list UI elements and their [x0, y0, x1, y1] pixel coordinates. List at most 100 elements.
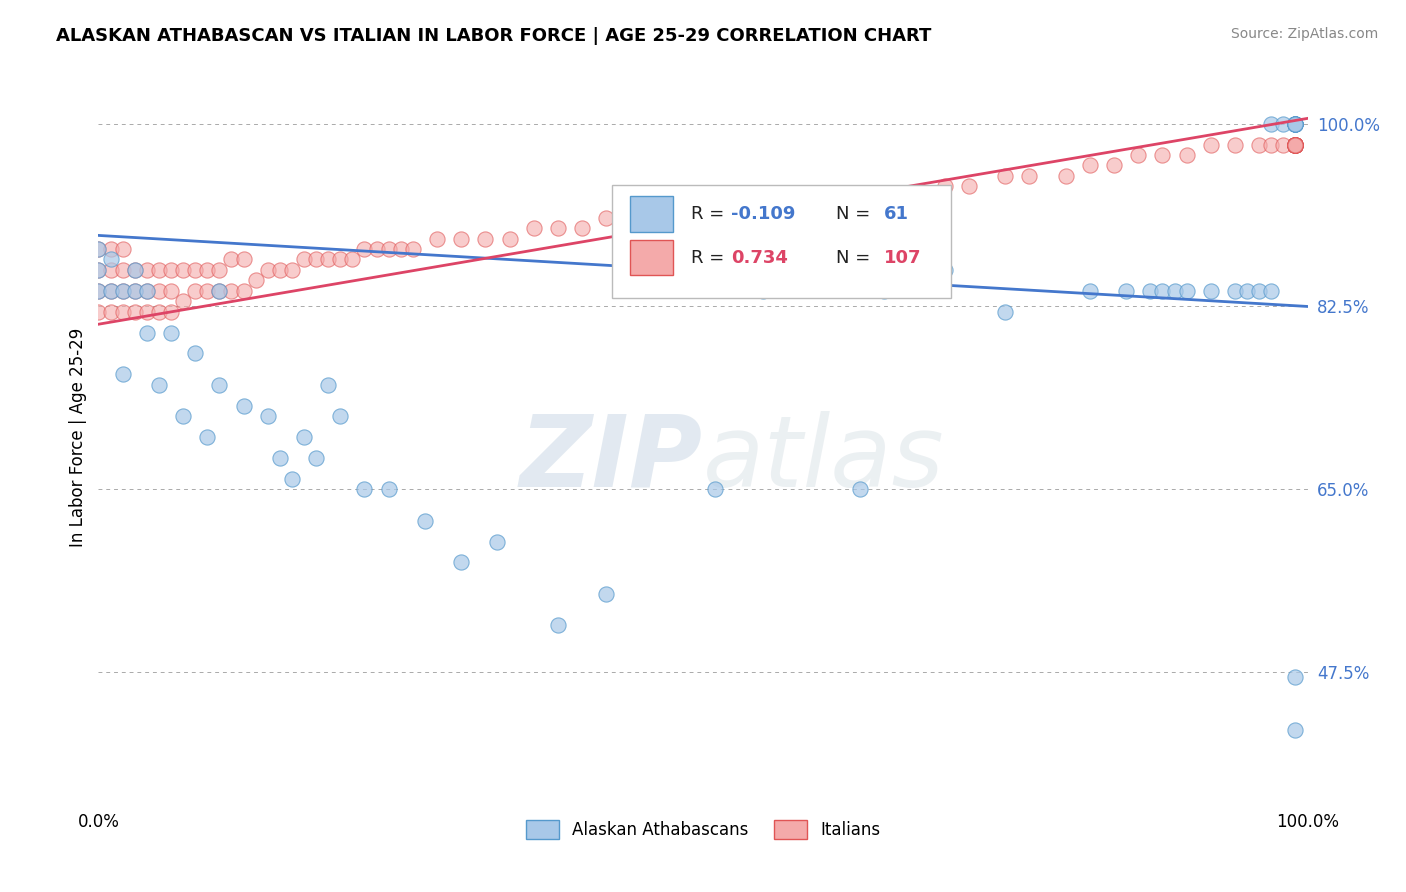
Point	[1175, 148, 1198, 162]
Point	[353, 242, 375, 256]
Point	[1284, 137, 1306, 152]
Point	[184, 346, 207, 360]
FancyBboxPatch shape	[630, 196, 672, 232]
Point	[111, 284, 134, 298]
Point	[87, 263, 110, 277]
Point	[305, 450, 328, 465]
Point	[1284, 137, 1306, 152]
Point	[366, 242, 388, 256]
Text: ALASKAN ATHABASCAN VS ITALIAN IN LABOR FORCE | AGE 25-29 CORRELATION CHART: ALASKAN ATHABASCAN VS ITALIAN IN LABOR F…	[56, 27, 932, 45]
Point	[148, 284, 170, 298]
Point	[100, 263, 122, 277]
Text: Source: ZipAtlas.com: Source: ZipAtlas.com	[1230, 27, 1378, 41]
Point	[269, 263, 291, 277]
Point	[486, 534, 509, 549]
Point	[1284, 137, 1306, 152]
Point	[547, 221, 569, 235]
Point	[195, 284, 218, 298]
Point	[1284, 137, 1306, 152]
Point	[184, 284, 207, 298]
Point	[474, 231, 496, 245]
Text: R =: R =	[690, 205, 730, 223]
Text: 61: 61	[884, 205, 910, 223]
FancyBboxPatch shape	[613, 185, 950, 298]
Point	[595, 587, 617, 601]
Point	[1284, 117, 1306, 131]
Point	[728, 200, 751, 214]
Point	[402, 242, 425, 256]
Point	[1078, 284, 1101, 298]
Point	[148, 304, 170, 318]
Point	[1284, 137, 1306, 152]
Point	[1260, 284, 1282, 298]
Point	[1284, 137, 1306, 152]
Point	[316, 252, 339, 267]
Point	[100, 284, 122, 298]
Point	[148, 263, 170, 277]
Text: atlas: atlas	[703, 410, 945, 508]
Point	[1284, 137, 1306, 152]
Point	[498, 231, 520, 245]
Point	[160, 263, 183, 277]
Point	[135, 304, 157, 318]
Point	[100, 284, 122, 298]
Point	[87, 263, 110, 277]
Point	[135, 284, 157, 298]
Point	[135, 326, 157, 340]
Point	[1223, 284, 1246, 298]
Point	[281, 472, 304, 486]
Point	[100, 252, 122, 267]
Point	[184, 263, 207, 277]
Point	[1284, 117, 1306, 131]
Point	[111, 284, 134, 298]
Point	[1272, 117, 1295, 131]
Point	[292, 252, 315, 267]
Point	[1284, 137, 1306, 152]
Point	[873, 284, 896, 298]
Point	[208, 284, 231, 298]
Point	[413, 514, 436, 528]
Point	[523, 221, 546, 235]
Point	[269, 450, 291, 465]
Point	[100, 304, 122, 318]
Point	[1272, 137, 1295, 152]
Point	[377, 242, 399, 256]
Point	[450, 231, 472, 245]
Point	[1078, 158, 1101, 172]
Point	[1284, 137, 1306, 152]
Point	[426, 231, 449, 245]
Point	[1284, 137, 1306, 152]
Point	[571, 221, 593, 235]
Y-axis label: In Labor Force | Age 25-29: In Labor Force | Age 25-29	[69, 327, 87, 547]
Point	[1249, 137, 1271, 152]
Point	[595, 211, 617, 225]
Point	[1284, 137, 1306, 152]
Text: -0.109: -0.109	[731, 205, 796, 223]
Point	[547, 618, 569, 632]
Point	[692, 200, 714, 214]
Point	[704, 483, 727, 497]
Point	[994, 169, 1017, 183]
Point	[221, 252, 243, 267]
Point	[232, 399, 254, 413]
Point	[208, 377, 231, 392]
Point	[1018, 169, 1040, 183]
Point	[87, 284, 110, 298]
Point	[765, 200, 787, 214]
Point	[172, 409, 194, 424]
Point	[1284, 137, 1306, 152]
Point	[1284, 137, 1306, 152]
Point	[195, 430, 218, 444]
Point	[353, 483, 375, 497]
Point	[329, 409, 352, 424]
Text: 0.734: 0.734	[731, 249, 787, 267]
Point	[450, 556, 472, 570]
Point	[1260, 117, 1282, 131]
Point	[1199, 284, 1222, 298]
Point	[316, 377, 339, 392]
Point	[957, 179, 980, 194]
Point	[1284, 117, 1306, 131]
Point	[934, 179, 956, 194]
Point	[124, 263, 146, 277]
Point	[813, 190, 835, 204]
